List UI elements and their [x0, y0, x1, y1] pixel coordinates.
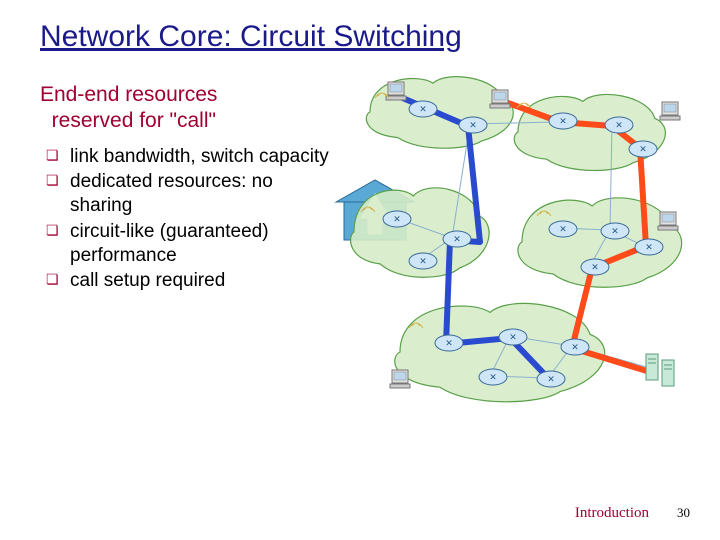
svg-text:✕: ✕ — [469, 120, 477, 130]
svg-text:✕: ✕ — [419, 256, 427, 266]
text-column: End-end resources reserved for "call" li… — [40, 82, 340, 422]
svg-text:✕: ✕ — [559, 224, 567, 234]
slide-footer: Introduction 30 — [575, 505, 690, 522]
svg-text:✕: ✕ — [419, 104, 427, 114]
svg-text:✕: ✕ — [611, 226, 619, 236]
svg-text:✕: ✕ — [571, 342, 579, 352]
svg-text:✕: ✕ — [509, 332, 517, 342]
svg-text:✕: ✕ — [547, 374, 555, 384]
footer-page-number: 30 — [677, 505, 690, 521]
network-diagram: ✕ ✕ ✕ ✕ ✕ ✕ ✕ ✕ ✕ ✕ ✕ ✕ ✕ ✕ ✕ ✕ ✕ — [350, 82, 680, 422]
svg-text:✕: ✕ — [645, 242, 653, 252]
slide-title: Network Core: Circuit Switching — [40, 20, 680, 54]
bullet-list: link bandwidth, switch capacity dedicate… — [40, 145, 340, 294]
svg-text:✕: ✕ — [445, 338, 453, 348]
bullet-item: circuit-like (guaranteed) performance — [46, 220, 340, 268]
subheading-line2: reserved for "call" — [52, 109, 216, 132]
subheading: End-end resources reserved for "call" — [40, 82, 340, 135]
svg-text:✕: ✕ — [591, 262, 599, 272]
svg-text:✕: ✕ — [639, 144, 647, 154]
bullet-item: link bandwidth, switch capacity — [46, 145, 340, 169]
svg-text:✕: ✕ — [559, 116, 567, 126]
svg-text:✕: ✕ — [615, 120, 623, 130]
svg-text:✕: ✕ — [489, 372, 497, 382]
svg-text:✕: ✕ — [453, 234, 461, 244]
svg-text:✕: ✕ — [393, 214, 401, 224]
subheading-line1: End-end resources — [40, 83, 217, 106]
bullet-item: call setup required — [46, 269, 340, 293]
footer-section-label: Introduction — [575, 505, 649, 522]
bullet-item: dedicated resources: no sharing — [46, 170, 340, 218]
